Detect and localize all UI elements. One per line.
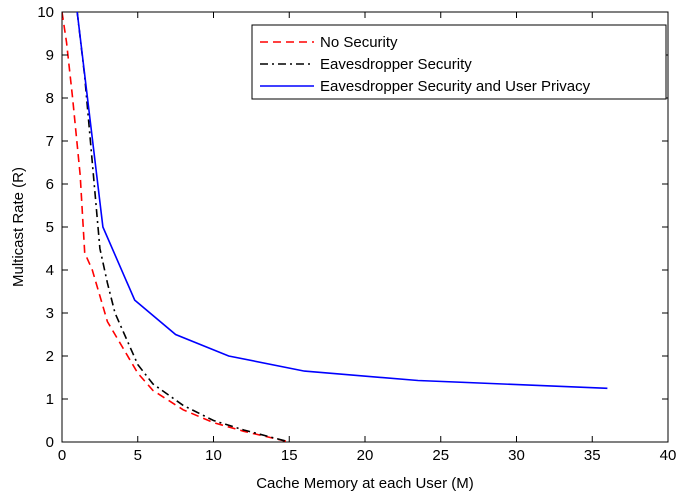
x-tick-label: 25 <box>432 447 449 464</box>
series-line-3 <box>76 12 608 390</box>
y-tick-label: 8 <box>46 90 54 107</box>
legend: No Security Eavesdropper Security Eavesdro… <box>251 24 667 100</box>
x-tick-label: 40 <box>660 447 677 464</box>
x-tick-label: 30 <box>508 447 525 464</box>
legend-box <box>251 24 667 100</box>
ticks-layer: 0 5 10 15 20 25 30 35 40 0 1 2 3 4 5 6 7 8 9 10 <box>37 4 676 464</box>
y-tick-label: 3 <box>46 305 54 322</box>
legend-label-1: No Security <box>320 34 398 51</box>
series-layer <box>62 12 608 442</box>
y-tick-label: 4 <box>46 262 54 279</box>
series-line-2 <box>76 12 290 442</box>
legend-label-2: Eavesdropper Security <box>320 56 472 73</box>
x-tick-label: 0 <box>58 447 66 464</box>
y-tick-label: 2 <box>46 348 54 365</box>
x-tick-label: 35 <box>584 447 601 464</box>
series-line-1 <box>62 12 290 442</box>
x-tick-label: 10 <box>205 447 222 464</box>
y-tick-label: 5 <box>46 219 54 236</box>
x-axis-label: Cache Memory at each User (M) <box>256 475 474 492</box>
y-tick-label: 7 <box>46 133 54 150</box>
y-tick-label: 10 <box>37 4 54 21</box>
y-tick-label: 0 <box>46 434 54 451</box>
y-tick-label: 6 <box>46 176 54 193</box>
x-tick-label: 15 <box>281 447 298 464</box>
y-tick-label: 9 <box>46 47 54 64</box>
legend-label-3: Eavesdropper Security and User Privacy <box>320 78 591 95</box>
x-tick-label: 20 <box>357 447 374 464</box>
y-tick-label: 1 <box>46 391 54 408</box>
x-tick-label: 5 <box>134 447 142 464</box>
y-axis-label: Multicast Rate (R) <box>10 167 27 287</box>
